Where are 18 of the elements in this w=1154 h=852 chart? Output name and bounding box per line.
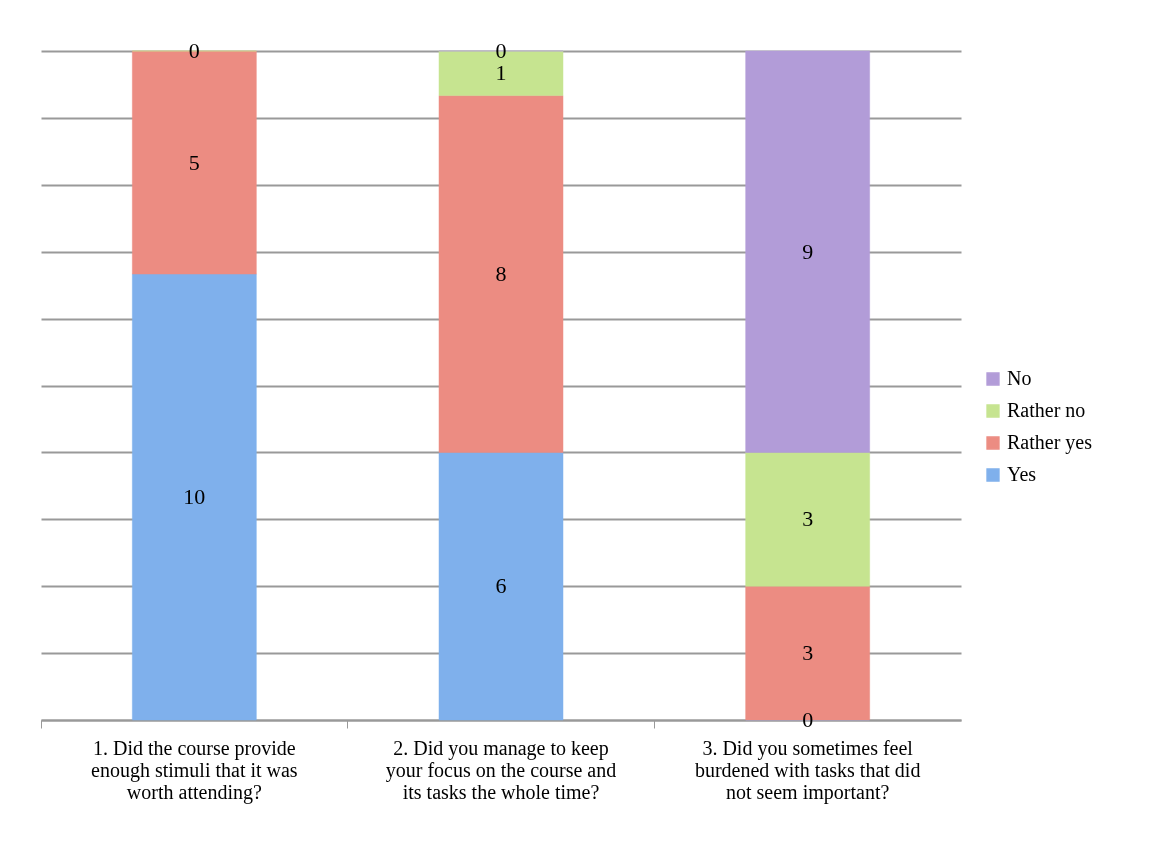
data-label: 3 [802,506,814,532]
data-label: 5 [188,149,200,175]
data-label: 6 [495,573,507,599]
legend-label: No [1007,367,1032,389]
data-label: 0 [495,38,507,63]
data-label: 10 [183,484,206,509]
data-label: 0 [802,707,814,732]
legend-label: Yes [1007,463,1037,485]
x-tick-label: 3. Did you sometimes feel burdened with tasks that did not seem important? [694,736,921,804]
data-label: 9 [802,238,814,264]
data-label: 0 [188,38,200,63]
data-label: 1 [495,60,507,86]
x-tick-label: 2. Did you manage to keep your focus on the course and its tasks the whole time? [385,736,617,803]
data-label: 8 [495,261,507,286]
legend-label: Rather yes [1007,431,1093,454]
data-label: 3 [802,640,814,666]
x-tick-label: 1. Did the course provide enough stimuli that it was worth attending? [91,736,298,804]
legend-label: Rather no [1007,399,1086,421]
